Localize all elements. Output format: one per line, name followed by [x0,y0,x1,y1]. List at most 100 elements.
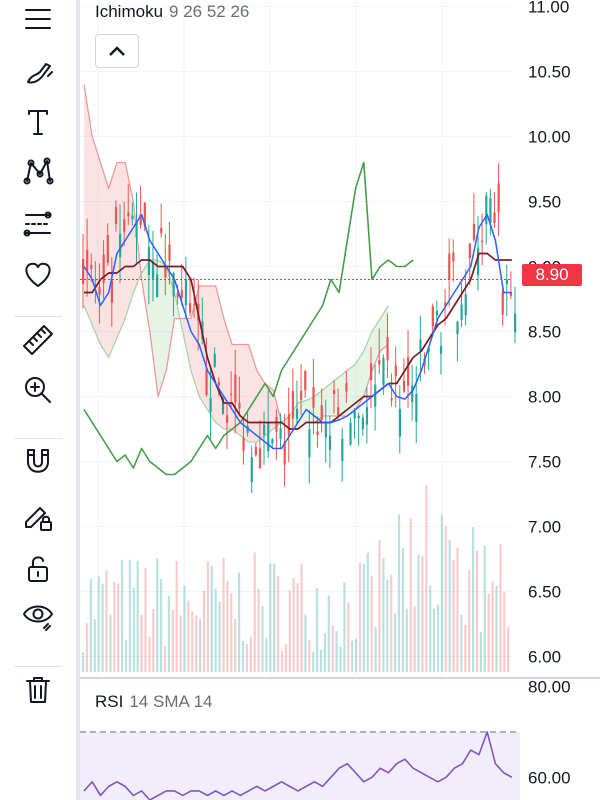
candle-body [295,408,299,419]
cloud-segment [108,162,117,358]
toolbar-divider [14,316,62,317]
volume-bar [394,613,397,672]
candle-body [398,409,401,437]
volume-bar [374,627,377,672]
chart-canvas[interactable]: 6.006.507.007.508.008.509.009.5010.0010.… [80,0,600,800]
candle-body [213,353,216,367]
volume-bar [187,600,190,672]
toolbar-divider [14,666,62,667]
volume-bar [121,559,124,672]
fib-tool-tool[interactable] [14,204,62,244]
candle-body [439,346,443,354]
cloud-segment [372,318,381,371]
candle-body [291,391,295,419]
volume-bar [331,625,334,672]
cloud-segment [223,318,233,429]
rsi-axis-tick: 60.00 [528,768,571,787]
volume-bar [249,636,252,672]
heart-icon [25,262,51,287]
cloud-segment [306,396,315,423]
ruler-tool[interactable] [14,320,62,360]
price-axis-tick: 7.00 [528,518,561,537]
volume-bar [468,569,471,672]
cloud-segment [256,370,266,442]
volume-bar [343,581,346,672]
base-line [84,252,512,430]
volume-bar [409,518,412,672]
candle-body [119,234,122,258]
candle-body [386,337,389,361]
candle-body [242,437,245,451]
ruler-icon [23,325,53,355]
candle-body [374,384,377,407]
candle-body [287,414,290,436]
collapse-legend-button[interactable] [95,34,139,68]
volume-bar [300,563,303,672]
zoom-in-tool[interactable] [14,370,62,410]
volume-bar [241,640,245,672]
magnet-icon [27,449,49,473]
volume-bar [417,554,420,672]
drawing-toolbar [0,0,76,800]
candle-body [131,215,134,220]
volume-bar [245,644,248,672]
brush-icon [27,63,53,84]
volume-bar [292,577,295,672]
heart-tool[interactable] [14,254,62,294]
volume-bar [413,606,416,672]
cloud-segment [314,390,323,423]
candle-body [82,258,85,284]
candle-body [160,227,163,234]
volume-bar [323,633,326,672]
volume-bar [433,608,436,672]
cloud-segment [281,416,290,429]
volume-bar [89,579,92,672]
price-axis-tick: 8.00 [528,388,561,407]
volume-bar [257,588,260,672]
text-tool[interactable] [14,102,62,142]
candle-body [357,415,360,419]
lock-drawing-tool[interactable] [14,496,62,536]
cloud-segment [166,266,175,371]
candle-body [505,279,508,285]
volume-bar [218,601,221,672]
brush-tool[interactable] [14,52,62,92]
ichimoku-params: 9 26 52 26 [169,2,250,21]
candle-body [341,438,344,462]
candle-body [139,214,142,226]
candle-body [390,398,393,401]
volume-bar [210,565,213,672]
candle-body [304,371,307,391]
magnet-tool[interactable] [14,440,62,480]
candle-body [164,264,167,278]
volume-bar [288,590,291,672]
volume-bar [296,583,299,672]
candle-body [468,243,471,259]
volume-bar [487,593,490,672]
volume-bar [456,547,459,672]
menu-lines-tool[interactable] [14,0,62,40]
volume-bar [503,591,506,672]
trash-tool[interactable] [14,670,62,710]
volume-bar [362,563,365,672]
volume-bar [261,606,264,672]
unlock-tool[interactable] [14,548,62,588]
cloud-segment [190,286,200,397]
volume-bar [206,561,209,672]
ichimoku-legend: Ichimoku 9 26 52 26 [95,2,249,22]
chart-area[interactable]: 6.006.507.007.508.008.509.009.5010.0010.… [80,0,600,800]
volume-bar [253,552,256,672]
candle-body [267,422,270,452]
volume-bar [386,579,389,672]
candle-body [250,457,253,482]
volume-bar [117,583,120,672]
volume-bar [312,651,315,672]
eye-tool[interactable] [14,596,62,636]
pattern-tool[interactable] [14,152,62,192]
candle-body [246,426,249,433]
volume-bar [277,575,280,672]
candle-body [509,292,513,296]
volume-bar [167,595,170,672]
cloud-segment [330,377,340,416]
price-axis-tick: 8.50 [528,323,561,342]
